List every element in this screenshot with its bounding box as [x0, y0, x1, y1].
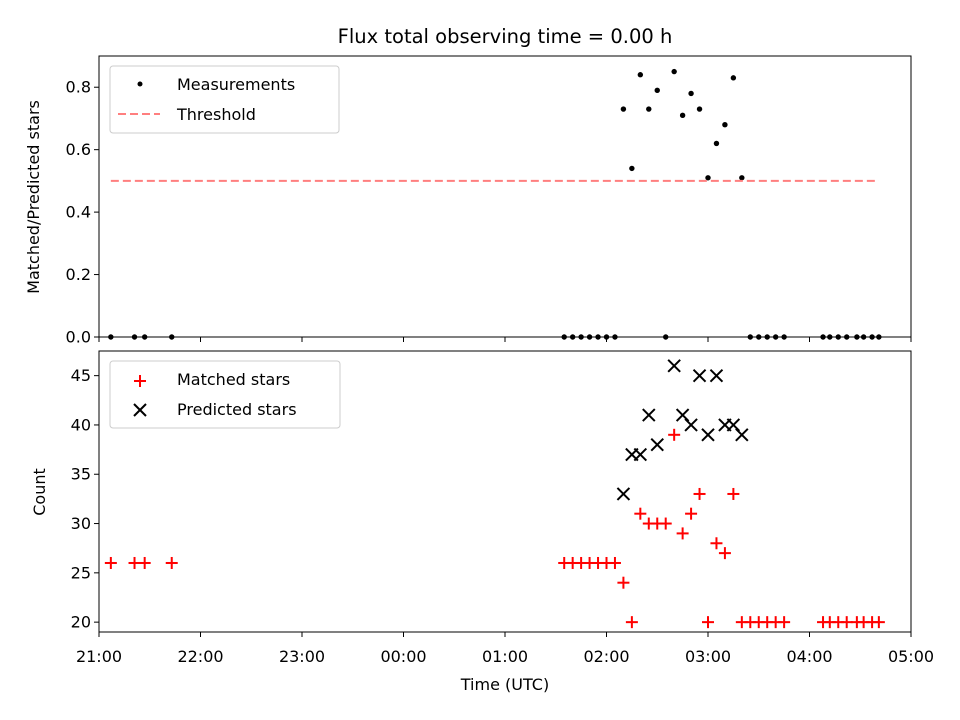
ratio-y-ticks: 0.0 0.2 0.4 0.6 0.8	[66, 78, 99, 347]
x-tick-label: 22:00	[177, 647, 223, 666]
matched-stars-point	[840, 616, 853, 629]
matched-stars-point	[718, 547, 731, 560]
measurement-point	[654, 87, 660, 94]
y-tick-label: 25	[71, 563, 91, 582]
x-tick-label: 23:00	[279, 647, 325, 666]
legend-measurements-marker	[137, 81, 143, 87]
x-tick-label: 02:00	[583, 647, 629, 666]
ratio-x-ticks	[98, 337, 912, 342]
predicted-stars-point	[667, 359, 681, 373]
x-axis-label: Time (UTC)	[460, 675, 549, 694]
measurement-point	[620, 106, 627, 112]
x-tick-label: 21:00	[76, 647, 122, 666]
measurement-point	[671, 68, 677, 75]
y-tick-label: 30	[71, 514, 91, 533]
matched-stars-point	[727, 487, 740, 500]
counts-axes-frame	[98, 350, 912, 633]
predicted-stars-point	[642, 408, 656, 422]
x-tick-label: 03:00	[685, 647, 731, 666]
measurement-point	[637, 72, 644, 78]
legend-threshold-label: Threshold	[176, 105, 256, 124]
legend-predicted-label: Predicted stars	[177, 400, 297, 419]
matched-stars-point	[685, 507, 698, 520]
matched-stars-point	[165, 556, 178, 569]
ratio-points	[108, 68, 882, 340]
matched-stars-point	[872, 616, 885, 629]
measurement-point	[722, 121, 728, 128]
matched-stars-point	[625, 616, 638, 629]
counts-y-ticks: 20 25 30 35 40 45	[71, 366, 99, 632]
predicted-stars-point	[735, 428, 749, 442]
measurement-point	[713, 140, 720, 147]
matched-stars-point	[668, 428, 681, 441]
y-tick-label: 45	[71, 366, 91, 385]
x-tick-label: 00:00	[380, 647, 426, 666]
measurement-point	[705, 175, 711, 181]
y-tick-label: 0.2	[66, 265, 91, 284]
y-tick-label: 35	[71, 465, 91, 484]
y-tick-label: 40	[71, 415, 91, 434]
predicted-stars-point	[684, 418, 698, 432]
measurement-point	[646, 106, 652, 112]
matched-stars-point	[138, 556, 151, 569]
measurement-point	[629, 165, 635, 172]
x-tick-label: 04:00	[786, 647, 832, 666]
matched-stars-point	[702, 616, 714, 629]
counts-legend-box	[109, 360, 341, 429]
counts-points	[104, 359, 885, 629]
matched-stars-point	[693, 487, 706, 500]
counts-y-axis-label: Count	[30, 468, 49, 516]
y-tick-label: 0.6	[66, 140, 91, 159]
counts-x-ticks: 21:00 22:00 23:00 00:00 01:00 02:00 03:00 04:00…	[76, 632, 934, 666]
y-tick-label: 0.8	[66, 78, 91, 97]
matched-stars-point	[634, 507, 647, 520]
matched-stars-point	[778, 616, 791, 629]
counts-legend: Matched stars Predicted stars	[109, 360, 341, 429]
legend-predicted-marker	[133, 403, 147, 417]
predicted-stars-point	[709, 368, 724, 383]
matched-stars-point	[617, 576, 630, 589]
matched-stars-point	[104, 556, 117, 569]
predicted-stars-point	[701, 428, 715, 442]
ratio-panel: 0.00.20.40.60.8 Matched/Predicted stars …	[24, 55, 912, 347]
predicted-stars-point	[633, 447, 648, 462]
legend-matched-marker	[134, 375, 146, 387]
predicted-stars-point	[650, 437, 664, 452]
matched-stars-point	[710, 537, 723, 550]
counts-panel: 20 25 30 35 40 45 21:00 22:00 23:00 00:00 01:00 02…	[30, 350, 934, 694]
matched-stars-point	[128, 556, 141, 569]
x-tick-label: 05:00	[888, 647, 934, 666]
ratio-y-axis-label: Matched/Predicted stars	[24, 100, 43, 294]
predicted-stars-point	[692, 368, 707, 383]
measurement-point	[679, 112, 686, 119]
measurement-point	[739, 175, 745, 181]
y-tick-label: 0.0	[66, 328, 91, 347]
chart-title: Flux total observing time = 0.00 h	[338, 25, 673, 48]
matched-stars-point	[608, 556, 621, 569]
x-tick-label: 01:00	[482, 647, 528, 666]
legend-measurements-label: Measurements	[177, 75, 295, 94]
ratio-axes-frame	[98, 55, 912, 338]
measurement-point	[688, 90, 694, 97]
ratio-legend-box	[109, 65, 340, 134]
y-tick-label: 20	[71, 613, 91, 632]
measurement-point	[730, 75, 737, 81]
predicted-stars-point	[616, 487, 631, 501]
ratio-legend: Measurements Threshold	[109, 65, 340, 134]
matched-stars-point	[659, 517, 672, 530]
matched-stars-point	[676, 527, 689, 540]
y-tick-label: 0.4	[66, 203, 91, 222]
measurement-point	[696, 106, 703, 112]
legend-matched-label: Matched stars	[177, 370, 290, 389]
